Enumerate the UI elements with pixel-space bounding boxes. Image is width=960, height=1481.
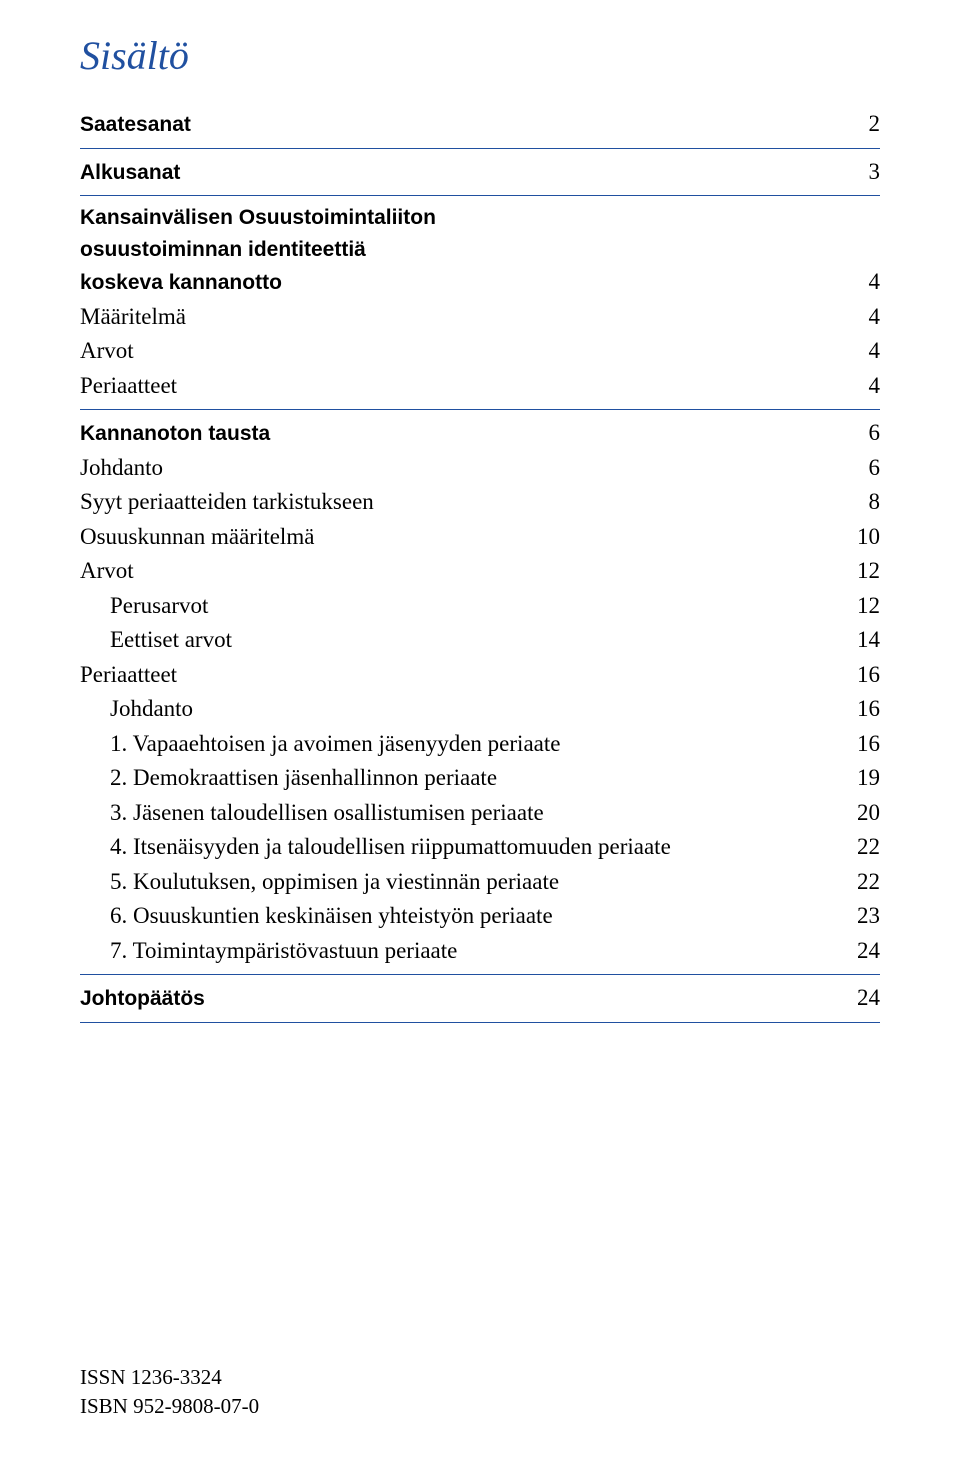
entry-label: 4. Itsenäisyyden ja taloudellisen riippu… (110, 830, 671, 865)
toc-entry-principle-2: 2. Demokraattisen jäsenhallinnon periaat… (80, 761, 880, 796)
entry-page: 24 (840, 981, 880, 1016)
toc-entry-syyt: Syyt periaatteiden tarkistukseen 8 (80, 485, 880, 520)
toc-entry-johdanto-2: Johdanto 16 (80, 692, 880, 727)
entry-label: Syyt periaatteiden tarkistukseen (80, 485, 374, 520)
entry-page: 16 (840, 727, 880, 762)
entry-label: osuustoiminnan identiteettiä (80, 234, 366, 266)
entry-page: 23 (840, 899, 880, 934)
entry-label: Johtopäätös (80, 983, 205, 1015)
entry-page: 4 (840, 334, 880, 369)
entry-label: Arvot (80, 554, 134, 589)
entry-label: Johdanto (80, 451, 163, 486)
entry-page: 19 (840, 761, 880, 796)
entry-label: 2. Demokraattisen jäsenhallinnon periaat… (110, 761, 497, 796)
entry-page: 12 (840, 554, 880, 589)
entry-page: 12 (840, 589, 880, 624)
toc-entry-kannanoton: Kannanoton tausta 6 (80, 416, 880, 451)
entry-label: Määritelmä (80, 300, 186, 335)
entry-label: Periaatteet (80, 658, 177, 693)
entry-label: 7. Toimintaympäristövastuun periaate (110, 934, 457, 969)
entry-label: Periaatteet (80, 369, 177, 404)
entry-page: 8 (840, 485, 880, 520)
toc-entry-kansainvalisen-line1: Kansainvälisen Osuustoimintaliiton (80, 202, 880, 234)
entry-label: Osuuskunnan määritelmä (80, 520, 314, 555)
entry-page: 10 (840, 520, 880, 555)
entry-page: 4 (840, 300, 880, 335)
divider (80, 195, 880, 196)
toc-entry-saatesanat: Saatesanat 2 (80, 107, 880, 142)
entry-page: 3 (840, 155, 880, 190)
toc-entry-arvot-2: Arvot 12 (80, 554, 880, 589)
toc-entry-alkusanat: Alkusanat 3 (80, 155, 880, 190)
entry-page: 16 (840, 658, 880, 693)
issn-line: ISSN 1236-3324 (80, 1363, 880, 1392)
entry-page: 6 (840, 451, 880, 486)
entry-label: 1. Vapaaehtoisen ja avoimen jäsenyyden p… (110, 727, 560, 762)
entry-label: Kannanoton tausta (80, 418, 270, 450)
divider (80, 974, 880, 975)
toc-entry-arvot-1: Arvot 4 (80, 334, 880, 369)
divider (80, 1022, 880, 1023)
entry-label: Arvot (80, 334, 134, 369)
entry-page: 22 (840, 830, 880, 865)
entry-page: 22 (840, 865, 880, 900)
divider (80, 148, 880, 149)
entry-label: 6. Osuuskuntien keskinäisen yhteistyön p… (110, 899, 553, 934)
toc-entry-principle-3: 3. Jäsenen taloudellisen osallistumisen … (80, 796, 880, 831)
toc-entry-perusarvot: Perusarvot 12 (80, 589, 880, 624)
entry-page: 6 (840, 416, 880, 451)
toc-entry-principle-6: 6. Osuuskuntien keskinäisen yhteistyön p… (80, 899, 880, 934)
entry-label: koskeva kannanotto (80, 267, 282, 299)
entry-page: 4 (840, 265, 880, 300)
entry-page: 24 (840, 934, 880, 969)
entry-label: Alkusanat (80, 157, 180, 189)
entry-page: 2 (840, 107, 880, 142)
footer: ISSN 1236-3324 ISBN 952-9808-07-0 (80, 1363, 880, 1422)
entry-label: Johdanto (110, 692, 193, 727)
entry-page: 16 (840, 692, 880, 727)
toc-entry-principle-4: 4. Itsenäisyyden ja taloudellisen riippu… (80, 830, 880, 865)
entry-label: Kansainvälisen Osuustoimintaliiton (80, 202, 436, 234)
entry-page: 20 (840, 796, 880, 831)
entry-page: 4 (840, 369, 880, 404)
entry-label: 5. Koulutuksen, oppimisen ja viestinnän … (110, 865, 559, 900)
toc-entry-principle-5: 5. Koulutuksen, oppimisen ja viestinnän … (80, 865, 880, 900)
toc-entry-osuuskunnan: Osuuskunnan määritelmä 10 (80, 520, 880, 555)
entry-page: 14 (840, 623, 880, 658)
toc-entry-eettiset: Eettiset arvot 14 (80, 623, 880, 658)
toc-entry-periaatteet-1: Periaatteet 4 (80, 369, 880, 404)
toc-entry-periaatteet-2: Periaatteet 16 (80, 658, 880, 693)
toc-entry-johtopaatos: Johtopäätös 24 (80, 981, 880, 1016)
divider (80, 409, 880, 410)
entry-label: 3. Jäsenen taloudellisen osallistumisen … (110, 796, 544, 831)
toc-entry-johdanto-1: Johdanto 6 (80, 451, 880, 486)
toc-entry-kansainvalisen-line3: koskeva kannanotto 4 (80, 265, 880, 300)
entry-label: Saatesanat (80, 109, 191, 141)
isbn-line: ISBN 952-9808-07-0 (80, 1392, 880, 1421)
toc-entry-principle-7: 7. Toimintaympäristövastuun periaate 24 (80, 934, 880, 969)
page-title: Sisältö (80, 32, 880, 79)
toc-entry-kansainvalisen-line2: osuustoiminnan identiteettiä (80, 234, 880, 266)
entry-label: Perusarvot (110, 589, 208, 624)
toc-entry-maaritelma: Määritelmä 4 (80, 300, 880, 335)
toc-entry-principle-1: 1. Vapaaehtoisen ja avoimen jäsenyyden p… (80, 727, 880, 762)
entry-label: Eettiset arvot (110, 623, 232, 658)
